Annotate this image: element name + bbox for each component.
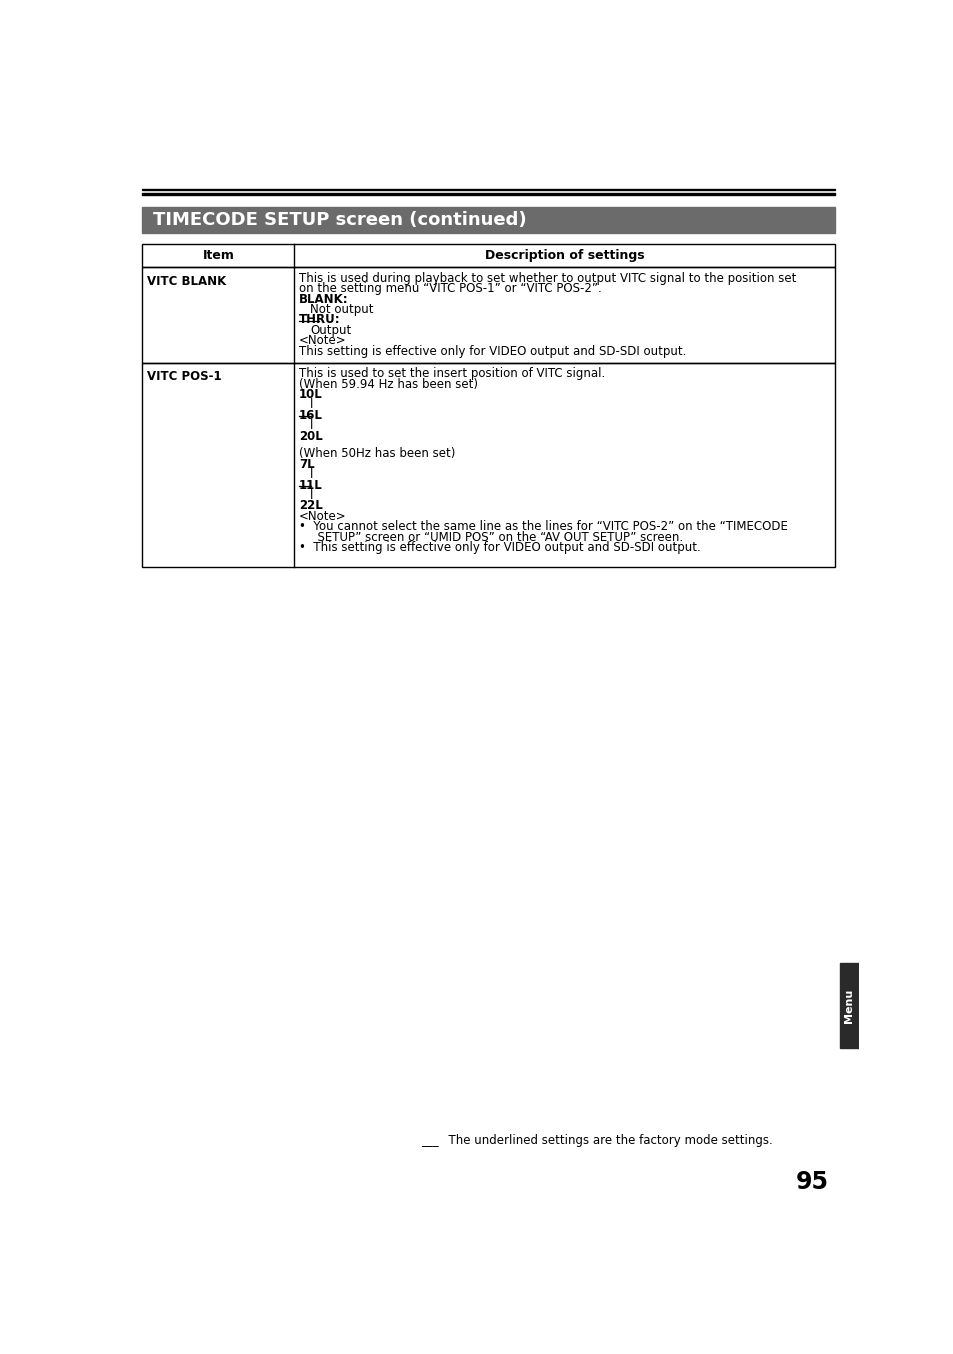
Text: •  This setting is effective only for VIDEO output and SD-SDI output.: • This setting is effective only for VID… (298, 540, 700, 554)
Text: Output: Output (310, 324, 351, 337)
Text: TIMECODE SETUP screen (continued): TIMECODE SETUP screen (continued) (153, 211, 526, 229)
Text: Menu: Menu (843, 988, 853, 1022)
Bar (142, 363, 835, 567)
Text: (When 59.94 Hz has been set): (When 59.94 Hz has been set) (298, 378, 477, 391)
Text: ___: ___ (421, 1135, 438, 1147)
Text: <Note>: <Note> (298, 509, 346, 523)
Text: 20L: 20L (298, 429, 322, 443)
Text: This is used to set the insert position of VITC signal.: This is used to set the insert position … (298, 367, 604, 380)
Text: l: l (310, 420, 313, 432)
Bar (840, 963, 858, 1048)
Text: This is used during playback to set whether to output VITC signal to the positio: This is used during playback to set whet… (298, 272, 796, 284)
Text: <Note>: <Note> (298, 334, 346, 347)
Text: Not output: Not output (310, 303, 373, 315)
Text: THRU:: THRU: (298, 313, 340, 326)
Bar (142, 194, 835, 195)
Text: l: l (310, 468, 313, 481)
Text: 22L: 22L (298, 500, 322, 512)
Text: VITC BLANK: VITC BLANK (147, 275, 226, 288)
Text: l: l (310, 489, 313, 502)
Text: Description of settings: Description of settings (484, 249, 644, 263)
Text: l: l (310, 398, 313, 412)
Text: VITC POS-1: VITC POS-1 (147, 371, 221, 383)
Text: SETUP” screen or “UMID POS” on the “AV OUT SETUP” screen.: SETUP” screen or “UMID POS” on the “AV O… (310, 531, 682, 543)
Bar (142, 188, 835, 190)
Text: 16L: 16L (298, 409, 322, 422)
Text: The underlined settings are the factory mode settings.: The underlined settings are the factory … (440, 1135, 772, 1147)
Bar (142, 267, 835, 363)
Bar (142, 207, 835, 233)
Text: BLANK:: BLANK: (298, 292, 348, 306)
Text: (When 50Hz has been set): (When 50Hz has been set) (298, 447, 455, 460)
Text: on the setting menu “VITC POS-1” or “VITC POS-2”.: on the setting menu “VITC POS-1” or “VIT… (298, 282, 601, 295)
Text: 10L: 10L (298, 389, 322, 401)
Bar (142, 244, 835, 267)
Text: 7L: 7L (298, 458, 314, 471)
Text: Item: Item (202, 249, 234, 263)
Text: 11L: 11L (298, 478, 322, 492)
Text: This setting is effective only for VIDEO output and SD-SDI output.: This setting is effective only for VIDEO… (298, 344, 686, 357)
Text: •  You cannot select the same line as the lines for “VITC POS-2” on the “TIMECOD: • You cannot select the same line as the… (298, 520, 787, 533)
Text: 95: 95 (796, 1170, 828, 1194)
